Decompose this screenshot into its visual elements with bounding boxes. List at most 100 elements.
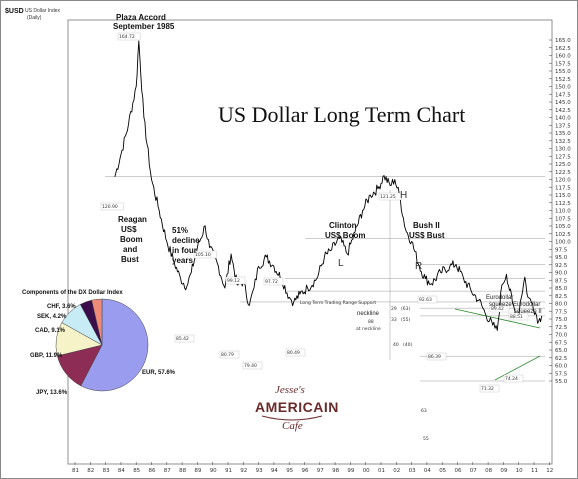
y-tick-label: 97.5 [555,247,568,253]
x-tick-label: 93 [256,468,263,474]
value-label: 121.25 [380,194,396,200]
x-tick-label: 07 [470,468,477,474]
level-label: Long Term Trading Range Support [300,300,376,306]
value-label-box [426,352,447,361]
x-tick-label: 96 [302,468,309,474]
pie-label-gbp: GBP, 11.9% [30,353,63,359]
x-tick-label: 89 [194,468,201,474]
value-label-box [285,348,306,357]
pie-label-chf: CHF, 3.6% [47,304,76,310]
pie-slices [55,298,149,392]
x-tick-label: 87 [164,468,171,474]
annotations: Plaza Accord September 1985 Reagan US$ B… [113,13,542,332]
y-tick-label: 112.5 [555,201,571,207]
y-tick-label: 55.0 [555,379,568,385]
y-tick-label: 75.0 [555,317,568,323]
x-tick-label: 00 [363,468,370,474]
annotation-reagan-2: US$ [121,225,137,234]
value-label-box [174,334,195,343]
y-tick-label: 120.0 [555,178,571,184]
x-tick-label: 12 [546,468,553,474]
logo-line3: Cafe [282,420,303,432]
cafe-logo: Jesse's AMERICAIN Cafe [252,380,338,434]
value-label-box [219,350,240,359]
level-value: 40 [393,342,399,348]
y-tick-label: 80.0 [555,302,568,308]
y-tick-label: 107.5 [555,216,571,222]
level-value: 29 [391,306,397,312]
x-tick-label: 06 [455,468,462,474]
x-tick-label: 01 [378,468,385,474]
annotation-eurodollar-2: squeeze [489,302,512,308]
annotation-r: R [415,261,422,272]
y-tick-label: 102.5 [555,232,571,238]
y-tick-label: 160.0 [555,54,571,60]
trendline-upper [454,308,541,329]
level-value: (55) [401,317,410,323]
value-label: 79.40 [244,363,257,369]
annotation-clinton-2: US$ Boom [325,231,365,240]
value-label: 80.49 [287,350,300,356]
value-label-box [417,295,438,304]
x-tick-label: 97 [317,468,324,474]
value-label-box [479,384,500,393]
value-label-box [100,202,124,211]
y-tick-label: 122.5 [555,170,571,176]
y-tick-label: 127.5 [555,154,571,160]
y-tick-label: 155.0 [555,69,571,75]
pie-label-cad: CAD, 9.1% [35,328,66,334]
annotation-eurodollar2-1: Eurodollar [513,302,540,308]
annotation-decline-4: years [172,256,193,265]
annotation-l: L [338,258,344,269]
level-value: 55 [423,436,429,442]
y-tick-label: 135.0 [555,131,571,137]
y-tick-label: 150.0 [555,85,571,91]
chart-title: US Dollar Long Term Chart [218,102,465,127]
value-label-box [378,192,402,201]
y-tick-label: 145.0 [555,100,571,106]
y-tick-label: 105.0 [555,224,571,230]
x-tick-label: 88 [179,468,186,474]
annotation-eurodollar2-2: squeeze II [514,309,542,315]
series-line [114,40,543,331]
pie-label-jpy: JPY, 13.6% [36,390,68,396]
logo-background [252,380,332,434]
y-tick-label: 162.5 [555,46,571,52]
value-labels: 120.90 164.72 85.42 105.10 80.79 79.40 99.12 97… [100,32,529,393]
value-label-box [263,277,284,286]
x-tick-label: 85 [133,468,140,474]
y-tick-label: 165.0 [555,38,571,44]
x-tick-label: 04 [424,468,431,474]
y-tick-label: 117.5 [555,185,571,191]
annotation-bush-2: US$ Bust [409,231,445,240]
annotation-h: H [400,190,407,201]
annotation-decline-1: 51% [172,226,188,235]
value-label: 89.42 [491,306,504,312]
x-tick-label: 82 [87,468,94,474]
value-label-box [503,374,524,383]
value-label: 80.79 [221,352,234,358]
horizontal-levels: Long Term Trading Range Support 29 (63) 33 (… [105,176,545,442]
pie-labels: EUR, 57.6% JPY, 13.6% GBP, 11.9% CAD, 9.1% S… [30,304,176,396]
level-value: (40) [403,342,412,348]
header-symbol: $USD [5,8,24,15]
annotation-reagan-5: Bust [121,255,139,264]
y-tick-label: 60.0 [555,364,568,370]
x-axis: 81 82 83 84 85 86 87 88 89 90 91 92 93 94 95 96 97 98 99 00… [72,462,553,474]
y-tick-label: 67.5 [555,340,568,346]
x-tick-label: 08 [485,468,492,474]
x-tick-label: 95 [286,468,293,474]
y-axis: 55.0 57.560.0 62.5 65.0 67.570.0 72.5 75.0 77.5… [549,38,571,385]
value-label-box [489,304,510,313]
y-tick-label: 130.0 [555,147,571,153]
value-label: 105.10 [195,252,211,258]
y-tick-label: 77.5 [555,309,568,315]
y-tick-label: 132.5 [555,139,571,145]
x-tick-label: 10 [516,468,523,474]
y-tick-label: 95.0 [555,255,568,261]
annotation-bush-1: Bush II [413,221,440,230]
value-label: 86.39 [428,354,441,360]
pie-slice-eur [80,298,149,392]
x-tick-label: 09 [500,468,507,474]
